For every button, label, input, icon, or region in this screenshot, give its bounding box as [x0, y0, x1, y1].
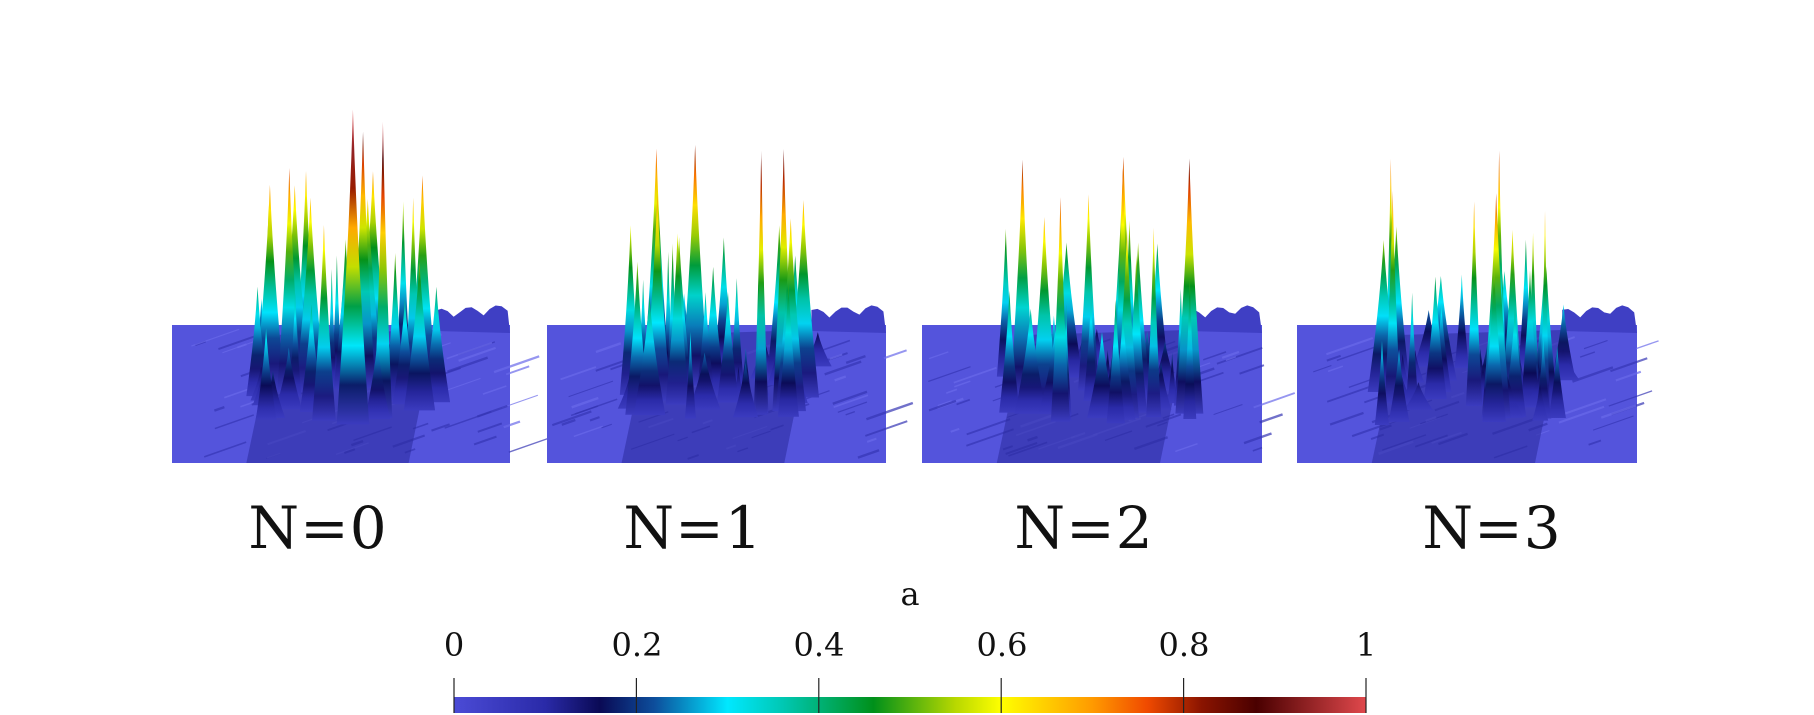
- surface-peak: [777, 281, 799, 417]
- colorbar-tick-label: 0.2: [611, 626, 663, 664]
- surface-peak: [1175, 158, 1204, 414]
- surface-peak: [1482, 270, 1506, 423]
- surface-peak: [1465, 201, 1483, 406]
- surface-peak: [1106, 299, 1125, 424]
- surface-peak: [755, 150, 768, 415]
- surface-peak: [1454, 274, 1469, 368]
- surface-peak: [255, 328, 277, 420]
- surface-peak: [403, 262, 436, 411]
- panel-label-n3: N=3: [1422, 494, 1562, 562]
- surface-peak: [1405, 292, 1419, 405]
- colorbar-tick-label: 0.4: [793, 626, 845, 664]
- surface-peak: [1146, 227, 1162, 418]
- surface-peak: [1167, 352, 1178, 404]
- surface-plot: [922, 156, 1296, 463]
- colorbar-title: a: [900, 575, 920, 613]
- colorbar-gradient: [454, 697, 1366, 713]
- panel-label-n1: N=1: [623, 494, 763, 562]
- surface-peak: [1050, 197, 1070, 422]
- surface-peak: [1403, 382, 1434, 411]
- surface-peak: [633, 297, 666, 416]
- colorbar: [453, 678, 1367, 713]
- surface-peak: [1532, 384, 1549, 421]
- surface-peak: [255, 184, 285, 390]
- surface-plot: [172, 109, 555, 463]
- surface-plot: [1297, 150, 1659, 463]
- surface-peak: [716, 291, 739, 403]
- surface-peak: [665, 233, 690, 405]
- colorbar-tick-label: 0.6: [976, 626, 1028, 664]
- colorbar-tick-label: 0: [443, 626, 465, 664]
- surface-peak: [1374, 340, 1390, 425]
- surface-peak: [1423, 276, 1447, 400]
- surface-peak: [732, 362, 759, 418]
- surface-plot: [547, 144, 914, 463]
- surface-peak: [1384, 190, 1401, 403]
- surface-peak: [1183, 279, 1197, 419]
- surface-peak: [1014, 308, 1047, 414]
- surface-peak: [688, 352, 721, 410]
- surface-peak: [999, 290, 1020, 413]
- surface-peak: [1083, 295, 1099, 401]
- surface-peak: [1548, 346, 1566, 419]
- surface-peak: [1078, 194, 1100, 391]
- surface-peak: [312, 224, 336, 421]
- surface-peak: [336, 109, 370, 425]
- surface-peak: [275, 347, 302, 410]
- panel-label-n2: N=2: [1014, 494, 1154, 562]
- surface-peak: [1388, 349, 1410, 422]
- surface-peak: [696, 292, 715, 397]
- panel-label-n0: N=0: [248, 494, 388, 562]
- surface-peak: [364, 341, 391, 420]
- colorbar-tick-label: 0.8: [1158, 626, 1210, 664]
- surface-peak: [373, 121, 393, 419]
- surface-plots: [172, 109, 1659, 463]
- colorbar-tick-label: 1: [1355, 626, 1377, 664]
- surface-peak: [681, 144, 710, 386]
- surface-peak: [684, 331, 696, 419]
- surface-peak: [1520, 270, 1540, 408]
